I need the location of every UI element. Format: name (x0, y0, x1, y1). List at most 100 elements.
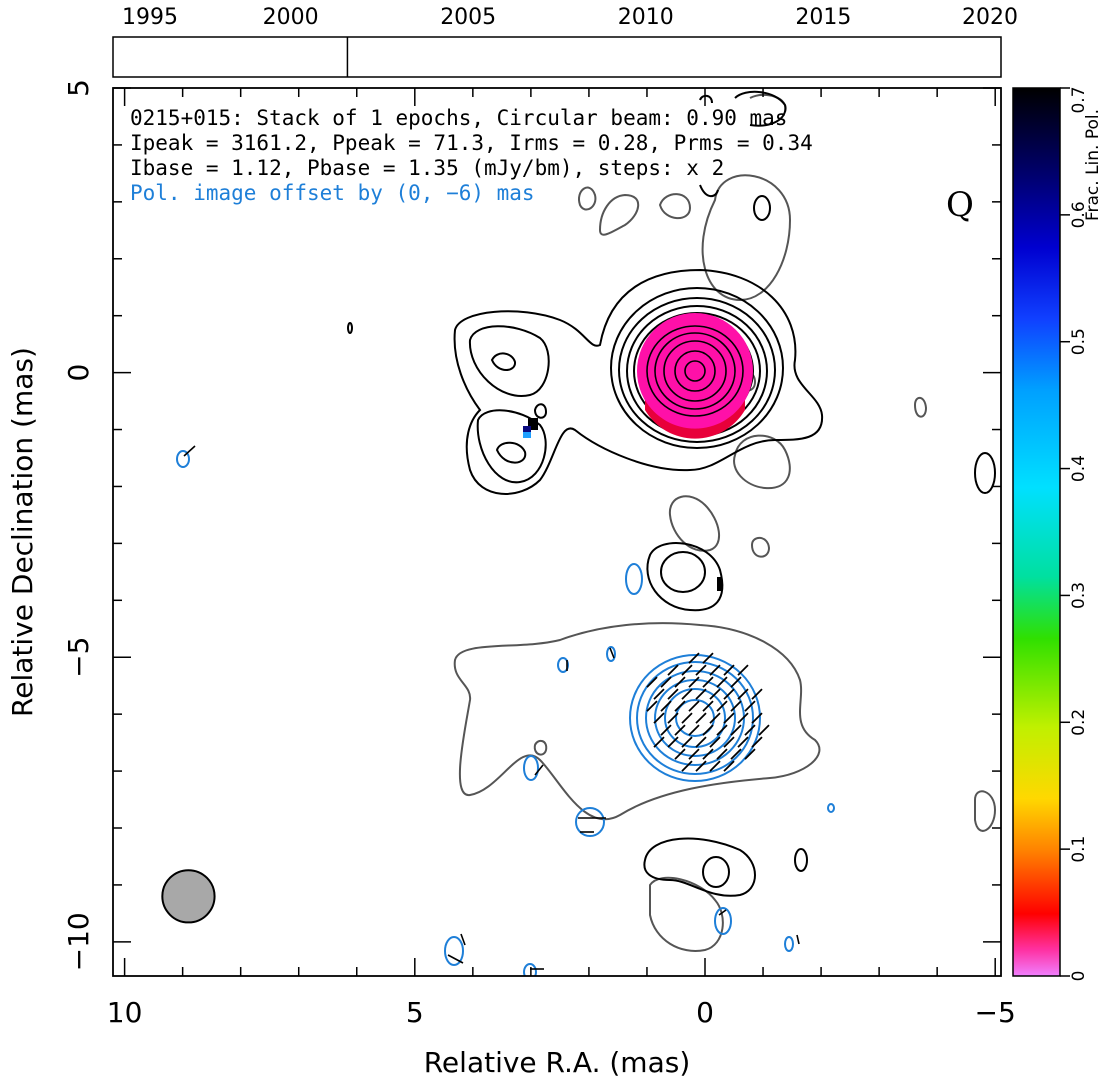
contour (495, 441, 527, 464)
epoch-tick-label: 2005 (440, 5, 496, 30)
contour (658, 193, 692, 220)
contour (646, 542, 724, 612)
evpa-tick (709, 760, 721, 772)
info-line-1: 0215+015: Stack of 1 epochs, Circular be… (130, 106, 788, 130)
map-info-text: 0215+015: Stack of 1 epochs, Circular be… (130, 106, 813, 206)
evpa-tick (534, 764, 544, 776)
colorbar: 0 0.1 0.2 0.3 0.4 0.5 0.6 0.7 Frac. Lin. Pol. (1012, 86, 1103, 981)
colorbar-tick-label: 0.2 (1069, 709, 1089, 736)
contour (699, 94, 713, 104)
evpa-tick (688, 724, 700, 736)
axis-tick-labels: 10 5 0 −5 5 0 −5 −10 (62, 79, 1016, 1029)
x-tick-label: −5 (975, 996, 1016, 1029)
evpa-tick (674, 724, 686, 736)
contour (176, 450, 190, 468)
contour (734, 90, 787, 127)
evpa-tick (758, 724, 770, 736)
evpa-tick (674, 700, 686, 712)
evpa-tick (667, 664, 679, 676)
x-axis-label: Relative R.A. (mas) (424, 1046, 691, 1079)
evpa-tick (688, 748, 700, 760)
contour (827, 803, 835, 813)
contour (476, 409, 547, 484)
evpa-tick (660, 700, 672, 712)
epoch-tick-label: 2015 (795, 5, 851, 30)
evpa-tick (667, 736, 679, 748)
contour (733, 434, 791, 490)
evpa-tick (695, 736, 707, 748)
evpa-tick (709, 664, 721, 676)
frac-pol-pixel (528, 418, 538, 430)
y-tick-label: 5 (62, 79, 95, 97)
info-line-2: Ipeak = 3161.2, Ppeak = 71.3, Irms = 0.2… (130, 131, 813, 155)
contour (654, 679, 736, 757)
evpa-tick (716, 700, 728, 712)
frac-pol-pixel (717, 577, 722, 591)
contour (523, 963, 537, 976)
colorbar-ticks: 0 0.1 0.2 0.3 0.4 0.5 0.6 0.7 (1060, 86, 1089, 981)
contour (347, 322, 353, 334)
contour (453, 622, 821, 821)
evpa-tick (709, 688, 721, 700)
contour (490, 352, 516, 371)
evpa-tick (737, 736, 749, 748)
contour (750, 536, 771, 558)
evpa-tick (653, 736, 665, 748)
epoch-axis: 1995 2000 2005 2010 2015 2020 (112, 5, 1018, 78)
evpa-tick (660, 724, 672, 736)
evpa-tick (751, 712, 763, 724)
evpa-tick (667, 712, 679, 724)
evpa-tick (653, 712, 665, 724)
contour (598, 193, 640, 236)
colorbar-tick-label: 0.5 (1069, 328, 1089, 355)
x-tick-label: 0 (696, 996, 714, 1029)
evpa-tick (681, 712, 693, 724)
contour (453, 268, 824, 495)
colorbar-tick-label: 0.3 (1069, 582, 1089, 609)
contour (629, 654, 761, 782)
contour (674, 350, 716, 392)
evpa-tick (716, 724, 728, 736)
evpa-tick (730, 724, 742, 736)
evpa-tick (702, 724, 714, 736)
contour (913, 396, 928, 418)
contour (643, 837, 756, 897)
evpa-tick (737, 688, 749, 700)
evpa-ticks (646, 652, 770, 772)
evpa-tick (744, 724, 756, 736)
contour (794, 848, 808, 872)
contour (654, 332, 736, 410)
colorbar-gradient (1012, 87, 1061, 977)
evpa-tick (653, 688, 665, 700)
evpa-tick (709, 712, 721, 724)
evpa-tick (716, 748, 728, 760)
plot-frame (112, 87, 1002, 977)
contour (444, 936, 464, 966)
evpa-tick (730, 748, 742, 760)
contour (575, 807, 605, 837)
evpa-tick (709, 736, 721, 748)
y-tick-label: −10 (62, 912, 95, 971)
epoch-tick-labels: 1995 2000 2005 2010 2015 2020 (122, 5, 1018, 30)
evpa-tick (667, 688, 679, 700)
evpa-tick (681, 688, 693, 700)
evpa-tick (723, 664, 735, 676)
contour (668, 495, 720, 552)
evpa-tick (688, 676, 700, 688)
evpa-tick (674, 676, 686, 688)
contour (974, 452, 996, 494)
evpa-tick (447, 954, 464, 964)
colorbar-tick-label: 0.7 (1069, 86, 1089, 113)
contour (784, 936, 794, 952)
epoch-strip-frame (112, 36, 1002, 78)
epoch-tick-label: 2000 (263, 5, 319, 30)
contour (523, 755, 539, 781)
evpa-tick (730, 700, 742, 712)
contour (701, 174, 792, 302)
evpa-tick (737, 712, 749, 724)
plot-area: 10 5 0 −5 5 0 −5 −10 Relative R.A. (mas) Relati… (6, 79, 1016, 1079)
contour (533, 403, 548, 419)
contour (618, 297, 776, 443)
contour (578, 186, 597, 211)
evpa-tick (751, 688, 763, 700)
